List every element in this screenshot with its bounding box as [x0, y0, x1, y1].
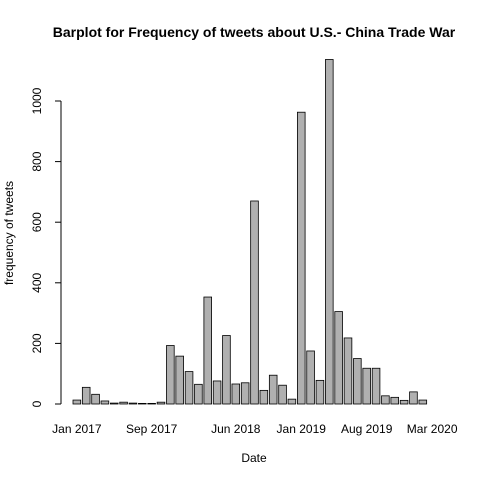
bar — [353, 358, 362, 405]
bar — [306, 350, 315, 405]
y-axis: 0 200 400 600 800 1000 — [30, 87, 62, 407]
bar — [268, 374, 278, 405]
bar — [175, 355, 184, 405]
bar — [250, 200, 259, 405]
x-tick-label: Jun 2018 — [211, 422, 261, 436]
x-tick-label: Mar 2020 — [407, 422, 458, 436]
bar — [343, 337, 353, 405]
x-tick-label: Jan 2017 — [52, 422, 102, 436]
x-tick-label: Jan 2019 — [277, 422, 327, 436]
y-tick-label: 400 — [30, 272, 44, 292]
bar — [100, 400, 110, 405]
y-tick-label: 600 — [30, 212, 44, 232]
y-axis-label: frequency of tweets — [2, 181, 16, 285]
bar — [91, 393, 100, 405]
bar — [325, 59, 334, 405]
bar — [110, 402, 119, 405]
bar — [156, 401, 166, 405]
y-tick-label: 800 — [30, 151, 44, 171]
bar — [278, 384, 287, 405]
bar — [371, 367, 381, 405]
bars-group — [72, 59, 428, 405]
bar — [390, 396, 399, 405]
bar — [147, 402, 156, 405]
bar — [138, 402, 147, 405]
x-tick-label: Sep 2017 — [126, 422, 178, 436]
bar — [399, 399, 409, 405]
bar — [72, 399, 82, 405]
bar — [184, 371, 194, 405]
x-tick-label: Aug 2019 — [341, 422, 393, 436]
bar — [334, 311, 343, 405]
bar — [418, 399, 428, 405]
bar — [259, 389, 269, 405]
bar — [287, 398, 297, 405]
x-axis-label: Date — [241, 451, 267, 465]
bar — [381, 395, 390, 405]
bar — [296, 111, 306, 405]
bar — [81, 386, 91, 405]
bar — [362, 367, 371, 405]
bar — [222, 335, 231, 405]
bar — [128, 402, 138, 405]
bar — [194, 383, 203, 405]
bar — [315, 379, 325, 405]
y-tick-label: 0 — [30, 400, 44, 407]
x-axis: Jan 2017 Sep 2017 Jun 2018 Jan 2019 Aug 2019… — [52, 422, 458, 436]
bar — [409, 391, 418, 405]
y-tick-label: 200 — [30, 333, 44, 353]
y-tick-label: 1000 — [30, 87, 44, 114]
bar — [240, 382, 250, 405]
bar — [166, 345, 175, 405]
bar — [119, 401, 128, 405]
bar — [212, 380, 222, 405]
bar — [203, 296, 212, 405]
chart-title: Barplot for Frequency of tweets about U.… — [53, 24, 456, 40]
bar — [231, 383, 241, 405]
